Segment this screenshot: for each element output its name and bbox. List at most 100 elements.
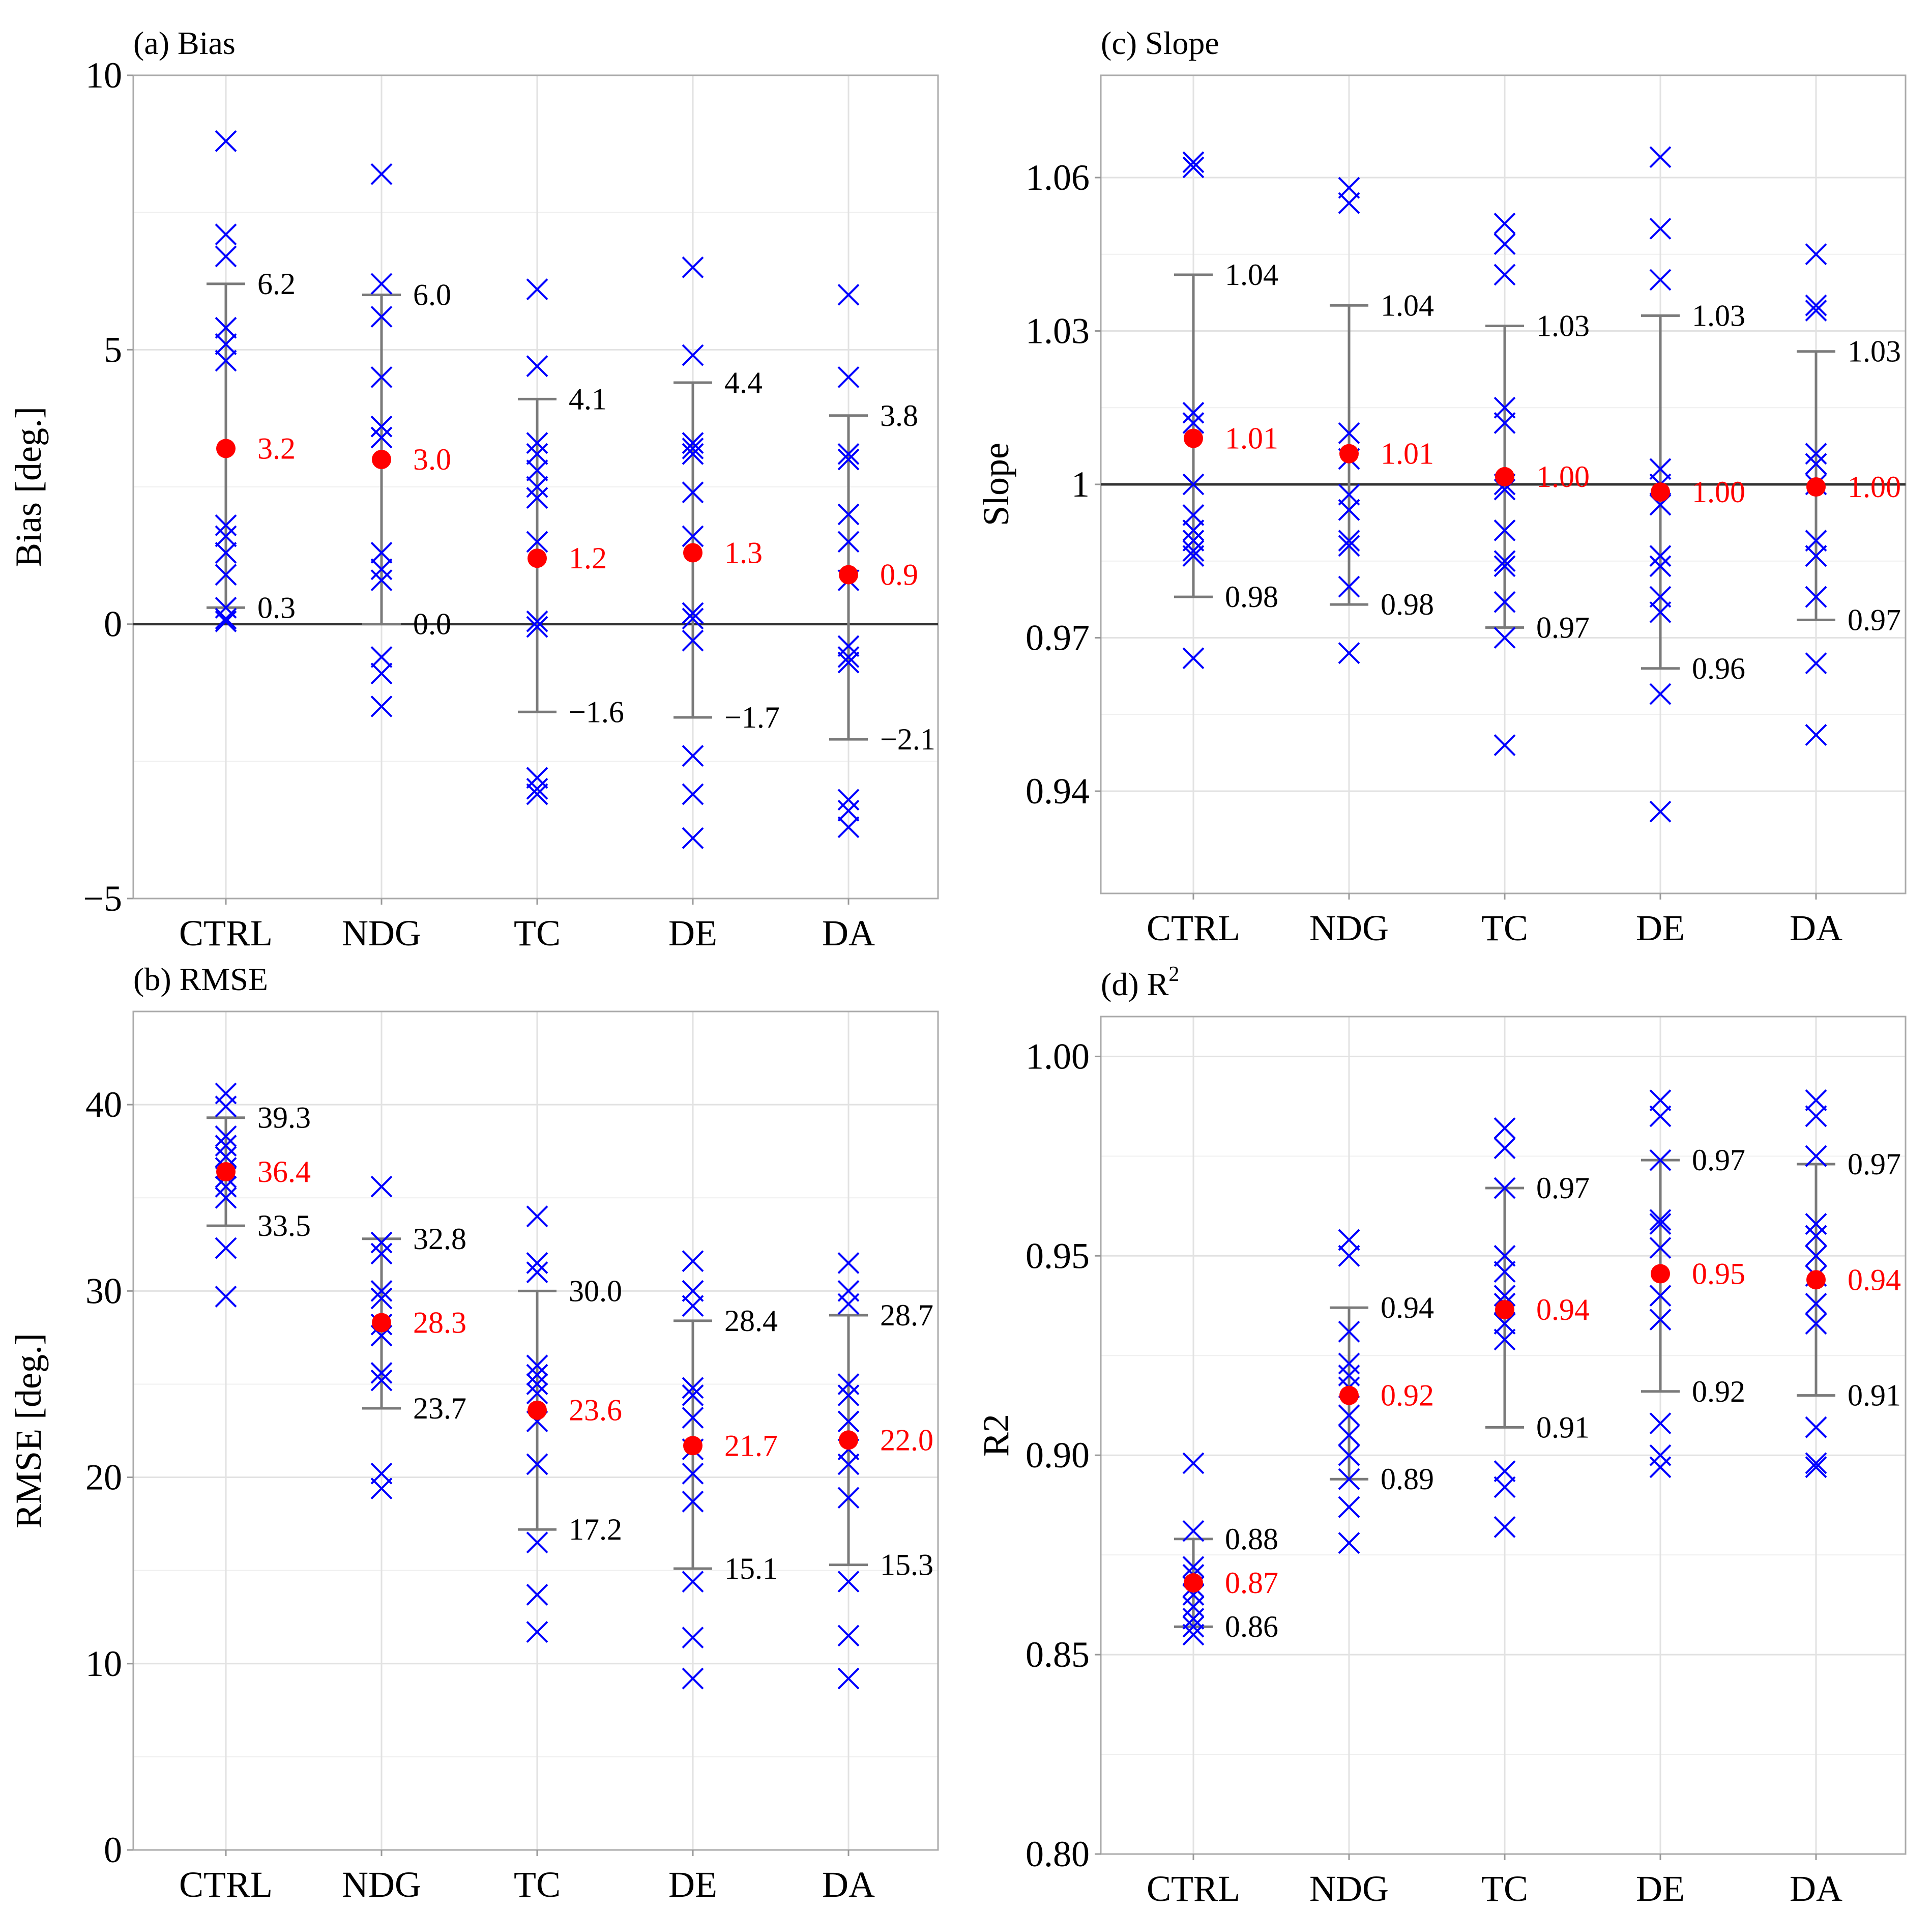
rmse-upper-label: 32.8	[413, 1222, 466, 1256]
r2-xtick-label: TC	[1481, 1868, 1528, 1909]
bias-data-point	[837, 443, 860, 465]
slope-xtick-label: TC	[1481, 908, 1528, 948]
r2-series-ctrl: 0.88 0.86 0.87	[1174, 1452, 1278, 1646]
r2-data-point	[1649, 1456, 1672, 1479]
bias-panel: −5 0 5 10 CTRL NDG TC DE DA (a) Bias Bias [deg.] 6.…	[8, 25, 939, 953]
r2-data-point	[1649, 1105, 1672, 1127]
slope-title: (c) Slope	[1101, 25, 1219, 61]
r2-data-point	[1805, 1452, 1827, 1474]
rmse-data-point	[526, 1364, 548, 1386]
rmse-data-point	[526, 1531, 548, 1554]
r2-data-point	[1182, 1608, 1205, 1630]
r2-data-point	[1805, 1105, 1827, 1127]
rmse-upper-label: 30.0	[569, 1274, 622, 1308]
bias-lower-label: 0.0	[413, 607, 451, 641]
bias-xtick-label: CTRL	[179, 913, 273, 953]
bias-data-point	[682, 745, 704, 767]
slope-ytick-label: 1.03	[1026, 311, 1090, 352]
bias-data-point	[215, 610, 237, 632]
rmse-data-point	[526, 1583, 548, 1606]
slope-data-point	[1805, 652, 1827, 675]
rmse-data-point	[837, 1384, 860, 1406]
rmse-lower-label: 23.7	[413, 1392, 466, 1425]
r2-plot-frame	[1100, 1016, 1907, 1855]
bias-data-point	[837, 448, 860, 471]
rmse-plot-frame	[132, 1010, 939, 1851]
rmse-series-tc: 30.0 17.2 23.6	[518, 1205, 622, 1643]
slope-mean-label: 1.00	[1536, 460, 1590, 494]
rmse-lower-label: 17.2	[569, 1513, 622, 1546]
bias-data-point	[370, 662, 393, 685]
bias-data-point	[526, 432, 548, 454]
rmse-data-point	[526, 1453, 548, 1475]
r2-data-point	[1805, 1089, 1827, 1112]
slope-data-point	[1494, 550, 1516, 572]
rmse-xtick-label: DA	[822, 1864, 875, 1905]
rmse-mean-dot	[683, 1436, 702, 1456]
r2-mean-label: 0.95	[1692, 1257, 1745, 1291]
rmse-lower-label: 33.5	[257, 1209, 311, 1242]
r2-data-point	[1494, 1117, 1516, 1139]
r2-data-point	[1494, 1261, 1516, 1283]
bias-data-point	[526, 777, 548, 800]
slope-data-point	[1494, 264, 1516, 286]
bias-data-point	[526, 355, 548, 378]
bias-data-point	[837, 531, 860, 553]
rmse-data-point	[215, 1175, 237, 1198]
slope-data-point	[1649, 269, 1672, 291]
slope-data-point	[1182, 151, 1205, 173]
bias-data-point	[526, 476, 548, 498]
rmse-data-point	[682, 1384, 704, 1406]
rmse-data-point	[526, 1354, 548, 1377]
rmse-ytick-label: 30	[85, 1270, 122, 1311]
r2-data-point	[1338, 1496, 1360, 1518]
bias-data-point	[837, 816, 860, 838]
slope-mean-label: 1.01	[1381, 437, 1434, 471]
slope-xtick-label: CTRL	[1147, 908, 1240, 948]
bias-data-point	[837, 503, 860, 526]
r2-data-point	[1338, 1444, 1360, 1466]
rmse-ytick-label: 10	[85, 1643, 122, 1684]
bias-data-point	[215, 130, 237, 152]
r2-data-point	[1182, 1596, 1205, 1618]
r2-upper-label: 0.97	[1848, 1147, 1901, 1181]
bias-upper-label: 6.2	[257, 267, 296, 301]
bias-data-point	[682, 443, 704, 465]
slope-mean-dot	[1495, 467, 1514, 486]
bias-upper-label: 4.1	[569, 382, 607, 416]
slope-data-point	[1805, 545, 1827, 567]
rmse-xtick-label: TC	[514, 1864, 561, 1905]
bias-data-point	[837, 635, 860, 657]
r2-data-point	[1649, 1237, 1672, 1259]
r2-data-point	[1649, 1285, 1672, 1307]
bias-data-point	[215, 525, 237, 547]
slope-data-point	[1338, 575, 1360, 598]
r2-data-point	[1338, 1352, 1360, 1375]
r2-upper-label: 0.88	[1225, 1522, 1278, 1556]
rmse-data-point	[682, 1490, 704, 1513]
slope-data-point	[1338, 530, 1360, 552]
bias-data-point	[526, 531, 548, 553]
slope-data-point	[1494, 396, 1516, 419]
bias-data-point	[215, 333, 237, 355]
bias-mean-dot	[216, 439, 236, 458]
slope-data-point	[1494, 734, 1516, 756]
rmse-series-da: 28.7 15.3 22.0	[829, 1252, 933, 1690]
r2-series-da: 0.97 0.91 0.94	[1797, 1089, 1901, 1479]
slope-data-point	[1649, 586, 1672, 608]
slope-data-point	[1182, 530, 1205, 552]
bias-upper-label: 3.8	[880, 399, 918, 432]
r2-mean-label: 0.87	[1225, 1566, 1278, 1600]
r2-lower-label: 0.91	[1848, 1379, 1901, 1412]
slope-data-point	[1494, 591, 1516, 613]
rmse-data-point	[370, 1287, 393, 1310]
slope-xtick-label: DE	[1636, 908, 1685, 948]
r2-data-point	[1494, 1177, 1516, 1199]
r2-ytick-label: 0.95	[1026, 1235, 1090, 1276]
rmse-data-point	[682, 1667, 704, 1690]
slope-data-point	[1494, 213, 1516, 235]
bias-mean-label: 1.3	[724, 536, 763, 569]
rmse-mean-label: 28.3	[413, 1306, 466, 1340]
r2-mean-label: 0.94	[1536, 1293, 1590, 1326]
